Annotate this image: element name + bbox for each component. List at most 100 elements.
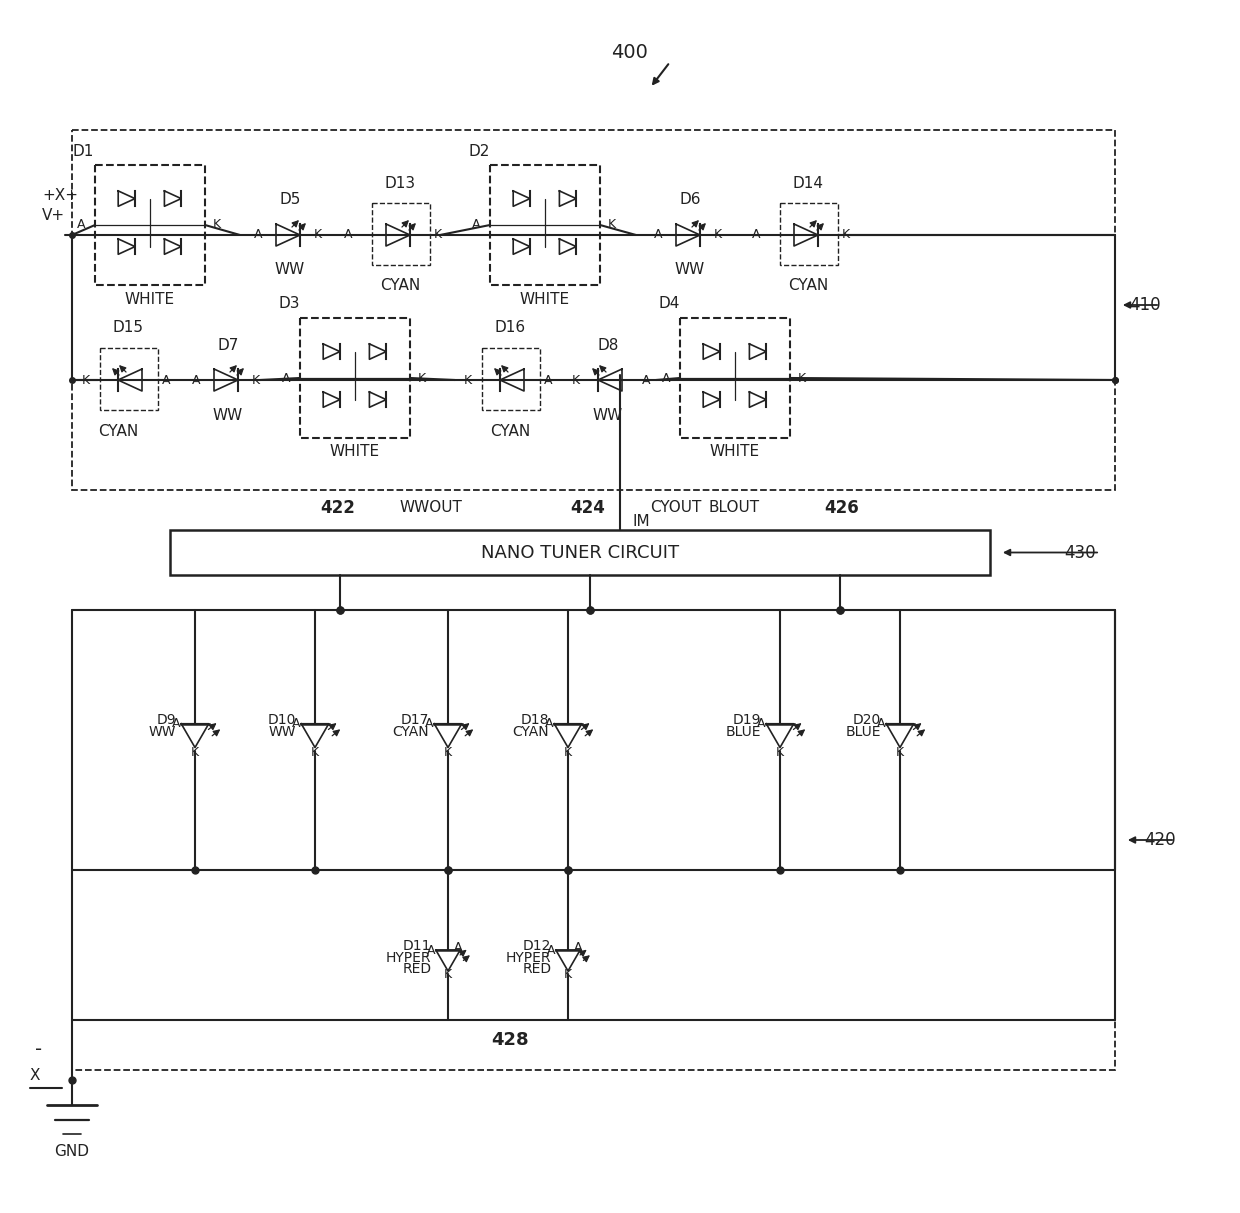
Text: A: A [77,218,86,232]
Text: K: K [444,746,453,758]
Text: D5: D5 [279,193,300,207]
Text: K: K [797,371,806,385]
Text: A: A [172,717,181,730]
Text: NANO TUNER CIRCUIT: NANO TUNER CIRCUIT [481,543,680,562]
Bar [72,130,1115,490]
Text: K: K [444,968,453,981]
Text: WW: WW [149,725,176,740]
Text: WW: WW [675,262,706,278]
Text: A: A [653,228,662,241]
Text: K: K [213,218,221,232]
Text: WHITE: WHITE [330,444,381,460]
Text: A: A [428,944,435,957]
Text: K: K [897,746,904,758]
Text: D2: D2 [467,143,490,159]
Text: K: K [82,374,91,387]
Text: A: A [343,228,352,241]
Text: +X+: +X+ [42,188,78,203]
Text: 410: 410 [1130,296,1161,314]
Text: K: K [311,746,319,758]
Text: IM: IM [632,514,650,530]
Text: X: X [30,1067,41,1082]
Text: A: A [544,374,552,387]
Bar [170,530,990,575]
Text: HYPER: HYPER [506,951,552,964]
Text: A: A [161,374,170,387]
Text: A: A [662,371,671,385]
Text: K: K [714,228,722,241]
Text: CYAN: CYAN [512,725,549,740]
Bar [780,203,838,264]
Text: K: K [418,371,427,385]
Text: D12: D12 [523,939,552,953]
Text: BLOUT: BLOUT [709,501,760,516]
Text: WW: WW [593,408,624,422]
Text: A: A [547,944,556,957]
Text: A: A [291,717,300,730]
Text: D17: D17 [401,712,429,727]
Text: D11: D11 [403,939,432,953]
Text: CYAN: CYAN [393,725,429,740]
Text: WW: WW [213,408,243,422]
Bar [482,348,539,410]
Text: K: K [608,218,616,232]
Text: D4: D4 [658,296,680,312]
Bar [300,318,410,438]
Text: D20: D20 [853,712,882,727]
Text: D16: D16 [495,320,526,336]
Text: A: A [454,941,463,955]
Text: 422: 422 [321,499,356,517]
Text: WHITE: WHITE [125,291,175,307]
Text: RED: RED [522,962,552,975]
Bar [95,165,205,285]
Text: CYAN: CYAN [787,278,828,292]
Text: K: K [564,968,572,981]
Text: D15: D15 [113,320,144,336]
Text: WW: WW [269,725,296,740]
Text: 400: 400 [611,42,649,62]
Text: A: A [425,717,434,730]
Text: WW: WW [275,262,305,278]
Text: CYAN: CYAN [490,425,531,439]
Text: K: K [252,374,260,387]
Text: BLUE: BLUE [725,725,761,740]
Text: A: A [254,228,262,241]
Text: A: A [642,374,650,387]
Text: 426: 426 [825,499,859,517]
Text: K: K [776,746,784,758]
Text: -: - [35,1041,42,1059]
Text: A: A [471,218,480,232]
Text: A: A [751,228,760,241]
Text: K: K [842,228,851,241]
Bar [100,348,157,410]
Bar [490,165,600,285]
Text: 428: 428 [491,1031,528,1049]
Text: D3: D3 [278,296,300,312]
Text: 430: 430 [1064,543,1096,562]
Text: WHITE: WHITE [520,291,570,307]
Text: HYPER: HYPER [386,951,432,964]
Text: D18: D18 [521,712,549,727]
Text: 420: 420 [1145,831,1176,849]
Text: D8: D8 [598,337,619,353]
Text: K: K [564,746,572,758]
Text: D7: D7 [217,337,238,353]
Text: D10: D10 [268,712,296,727]
Bar [372,203,430,264]
Text: WWOUT: WWOUT [401,501,463,516]
Text: BLUE: BLUE [846,725,882,740]
Text: WHITE: WHITE [711,444,760,460]
Text: K: K [464,374,472,387]
Text: A: A [281,371,290,385]
Text: A: A [756,717,765,730]
Text: D9: D9 [156,712,176,727]
Text: K: K [314,228,322,241]
Text: CYAN: CYAN [98,425,138,439]
Text: CYAN: CYAN [379,278,420,292]
Text: CYOUT: CYOUT [650,501,702,516]
Text: 424: 424 [570,499,605,517]
Text: K: K [434,228,443,241]
Text: A: A [192,374,200,387]
Text: K: K [572,374,580,387]
Text: K: K [191,746,200,758]
